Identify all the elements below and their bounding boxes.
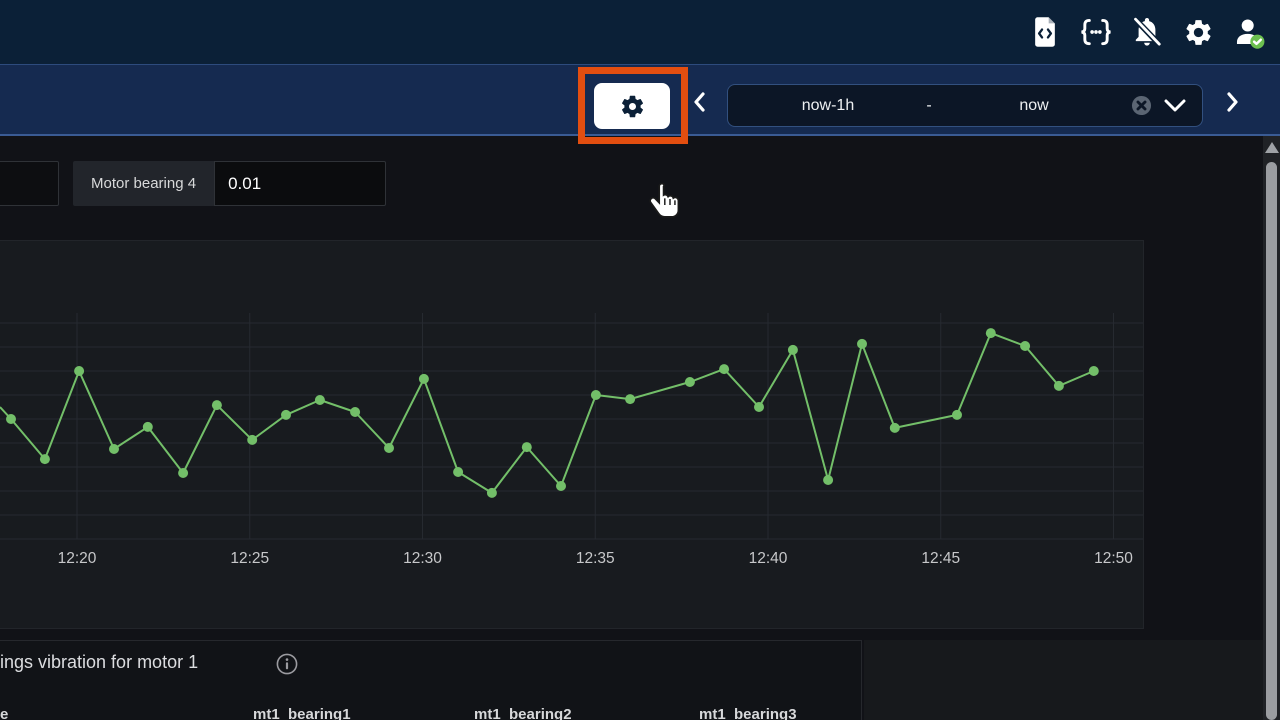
gear-icon[interactable] <box>1181 15 1215 49</box>
braces-icon[interactable] <box>1079 15 1113 49</box>
table-header-bearing1[interactable]: mt1_bearing1 <box>253 706 351 720</box>
topbar-icon-group <box>1028 0 1266 64</box>
chevron-right-icon <box>1226 92 1238 112</box>
line-chart-canvas[interactable]: 12:20 12:25 12:30 12:35 12:40 12:45 12:50 <box>0 241 1143 629</box>
svg-text:12:30: 12:30 <box>403 550 442 567</box>
variable-input-partial[interactable] <box>0 161 59 206</box>
chevron-down-icon[interactable] <box>1164 98 1186 113</box>
time-from-value[interactable]: now-1h <box>801 97 855 114</box>
gear-icon <box>621 95 643 117</box>
adjacent-panel-partial <box>864 640 1263 720</box>
table-header-bearing2[interactable]: mt1_bearing2 <box>474 706 572 720</box>
variable-field: Motor bearing 4 0.01 <box>73 161 387 206</box>
chevron-left-icon <box>693 92 705 112</box>
scrollbar-up-arrow[interactable] <box>1265 142 1279 153</box>
table-panel: ings vibration for motor 1 e mt1_bearing… <box>0 640 862 720</box>
variable-label: Motor bearing 4 <box>73 161 215 206</box>
bell-slash-icon[interactable] <box>1130 15 1164 49</box>
dashboard-toolbar: now-1h - now <box>0 64 1280 218</box>
time-to-value[interactable]: now <box>1019 97 1049 114</box>
time-range-picker[interactable]: now-1h - now <box>727 84 1203 127</box>
variable-value-input[interactable]: 0.01 <box>214 161 387 206</box>
time-range-separator: - <box>926 97 932 114</box>
page-scrollbar-track[interactable] <box>1263 136 1280 720</box>
svg-text:12:50: 12:50 <box>1094 550 1133 567</box>
clear-time-range-icon[interactable] <box>1131 95 1152 116</box>
mouse-cursor-hand <box>649 182 680 218</box>
scrollbar-thumb[interactable] <box>1266 162 1277 720</box>
user-icon[interactable] <box>1232 15 1266 49</box>
top-app-bar <box>0 0 1280 64</box>
svg-text:12:45: 12:45 <box>921 550 960 567</box>
svg-text:12:25: 12:25 <box>230 550 269 567</box>
table-header-bearing3[interactable]: mt1_bearing3 <box>699 706 797 720</box>
panel-title[interactable]: ings vibration for motor 1 <box>0 652 199 672</box>
info-icon[interactable] <box>276 653 298 675</box>
collapse-time-controls-button[interactable] <box>689 91 709 113</box>
timeseries-panel: 12:20 12:25 12:30 12:35 12:40 12:45 12:50 <box>0 240 1144 629</box>
svg-text:12:35: 12:35 <box>576 550 615 567</box>
svg-text:12:20: 12:20 <box>58 550 97 567</box>
expand-time-controls-button[interactable] <box>1222 91 1242 113</box>
file-code-icon[interactable] <box>1028 15 1062 49</box>
svg-text:12:40: 12:40 <box>749 550 788 567</box>
dashboard-settings-button[interactable] <box>594 83 670 129</box>
table-header-time-fragment[interactable]: e <box>0 706 9 720</box>
